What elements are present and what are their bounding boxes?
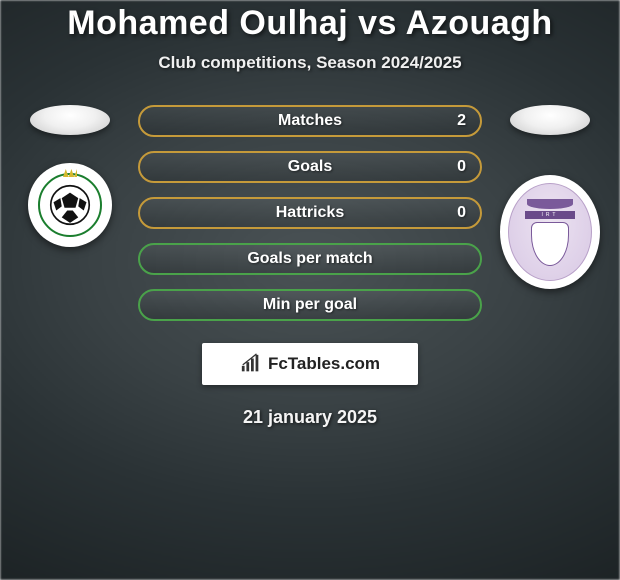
stat-bar-hattricks: Hattricks 0 (138, 197, 482, 229)
stat-value: 0 (457, 158, 466, 176)
left-player-avatar (30, 105, 110, 135)
stat-label: Goals per match (247, 250, 372, 268)
stat-bar-min-per-goal: Min per goal (138, 289, 482, 321)
stats-column: Matches 2 Goals 0 Hattricks 0 Goals per … (138, 105, 482, 321)
right-club-badge-inner: IRT (508, 183, 592, 281)
stat-value: 2 (457, 112, 466, 130)
right-club-shield (531, 222, 569, 266)
stat-label: Matches (278, 112, 342, 130)
stat-bar-matches: Matches 2 (138, 105, 482, 137)
left-club-badge (28, 163, 112, 247)
date-text: 21 january 2025 (243, 407, 377, 428)
left-club-badge-ring (38, 173, 102, 237)
right-column: IRT (490, 105, 610, 289)
stat-bar-goals-per-match: Goals per match (138, 243, 482, 275)
main-row: Matches 2 Goals 0 Hattricks 0 Goals per … (0, 105, 620, 321)
subtitle: Club competitions, Season 2024/2025 (158, 53, 461, 73)
bar-chart-icon (240, 353, 262, 375)
content-root: Mohamed Oulhaj vs Azouagh Club competiti… (0, 0, 620, 428)
stat-bar-goals: Goals 0 (138, 151, 482, 183)
stat-label: Goals (288, 158, 332, 176)
right-club-crest-top (527, 199, 573, 209)
brand-text: FcTables.com (268, 354, 380, 374)
right-club-band: IRT (525, 211, 575, 219)
stat-value: 0 (457, 204, 466, 222)
stat-label: Hattricks (276, 204, 344, 222)
right-player-avatar (510, 105, 590, 135)
soccer-ball-icon (48, 183, 92, 227)
page-title: Mohamed Oulhaj vs Azouagh (67, 4, 552, 43)
right-club-badge: IRT (500, 175, 600, 289)
stat-label: Min per goal (263, 296, 357, 314)
brand-footer[interactable]: FcTables.com (202, 343, 418, 385)
left-column (10, 105, 130, 247)
